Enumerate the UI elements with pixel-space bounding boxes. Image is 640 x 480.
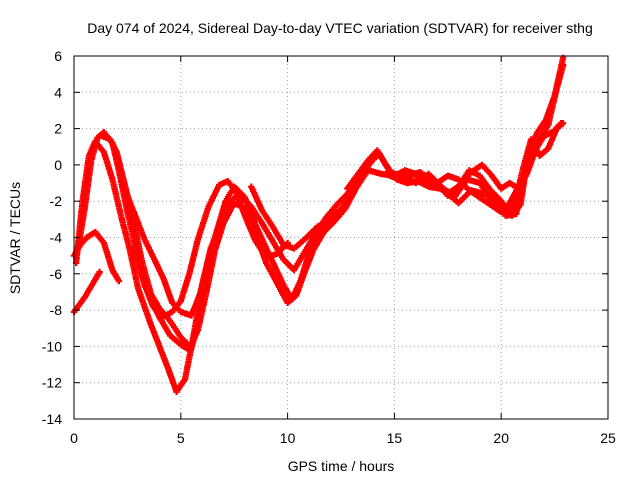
series-track-7 [130, 169, 370, 354]
y-tick-label: -14 [42, 411, 62, 427]
x-tick-label: 15 [387, 430, 403, 446]
x-tick-label: 0 [70, 430, 78, 446]
y-tick-label: -2 [50, 193, 63, 209]
series-track-1 [70, 268, 103, 316]
y-tick-label: 2 [54, 121, 62, 137]
ticks [73, 55, 609, 420]
x-axis-label: GPS time / hours [288, 458, 395, 474]
tick-labels: 0 5 10 15 20 25 -14 -12 -10 -8 -6 -4 -2 0 2 4 6 [42, 48, 616, 446]
x-tick-label: 10 [280, 430, 296, 446]
y-tick-label: 4 [54, 84, 62, 100]
y-tick-label: -4 [50, 230, 63, 246]
x-tick-label: 25 [600, 430, 616, 446]
y-tick-label: 6 [54, 48, 62, 64]
series-markers [130, 169, 370, 354]
grid [74, 56, 608, 419]
series-markers [70, 268, 103, 316]
x-tick-label: 5 [177, 430, 185, 446]
series-track-5 [98, 132, 377, 352]
series-track-12 [412, 120, 567, 214]
series-markers [412, 120, 567, 214]
y-tick-label: 0 [54, 157, 62, 173]
chart-title: Day 074 of 2024, Sidereal Day-to-day VTE… [87, 20, 593, 36]
series-track-3 [72, 138, 225, 395]
y-tick-label: -10 [42, 338, 62, 354]
series-markers [119, 150, 415, 319]
y-tick-label: -6 [50, 266, 63, 282]
series-track-6 [119, 150, 415, 319]
series-markers [72, 138, 225, 395]
series-markers [98, 132, 377, 352]
y-axis-label: SDTVAR / TECUs [7, 182, 23, 294]
x-tick-label: 20 [493, 430, 509, 446]
y-tick-label: -8 [50, 302, 63, 318]
series-track-11 [391, 61, 567, 219]
y-tick-label: -12 [42, 375, 62, 391]
series-markers [391, 61, 567, 219]
data-layer [70, 54, 567, 395]
